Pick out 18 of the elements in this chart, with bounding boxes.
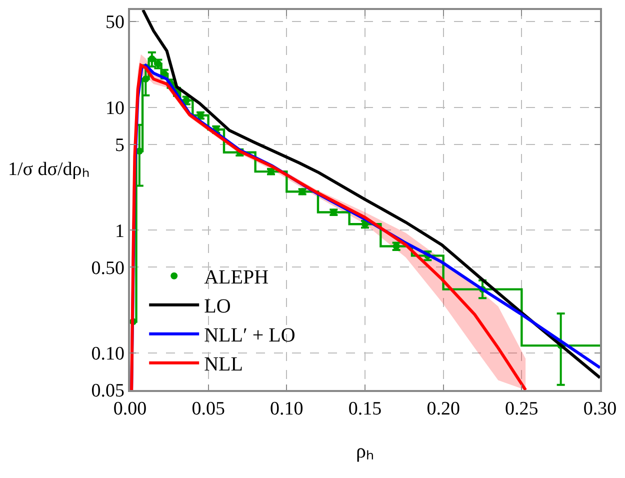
y-tick-label: 50 <box>105 12 124 34</box>
y-tick-label: 0.10 <box>91 344 124 365</box>
y-tick-label: 1 <box>114 220 124 242</box>
x-tick-label: 0.05 <box>192 398 225 420</box>
legend-label: ALEPH <box>204 266 269 289</box>
legend-label: LO <box>204 296 231 318</box>
legend-label: NLL′ + LO <box>204 324 296 347</box>
y-tick-label: 10 <box>105 98 124 119</box>
x-tick-label: 0.30 <box>583 398 617 420</box>
legend-label: NLL <box>204 354 243 376</box>
x-tick-label: 0.25 <box>505 398 538 420</box>
y-tick-label: 0.50 <box>91 258 124 279</box>
x-axis-title: ρₕ <box>356 440 374 463</box>
y-axis-title: 1/σ dσ/dρₕ <box>8 159 90 180</box>
x-tick-label: 0.20 <box>426 398 460 420</box>
x-tick-label: 0.15 <box>348 398 382 420</box>
x-tick-label: 0.10 <box>270 398 304 420</box>
y-tick-label: 5 <box>114 134 124 156</box>
